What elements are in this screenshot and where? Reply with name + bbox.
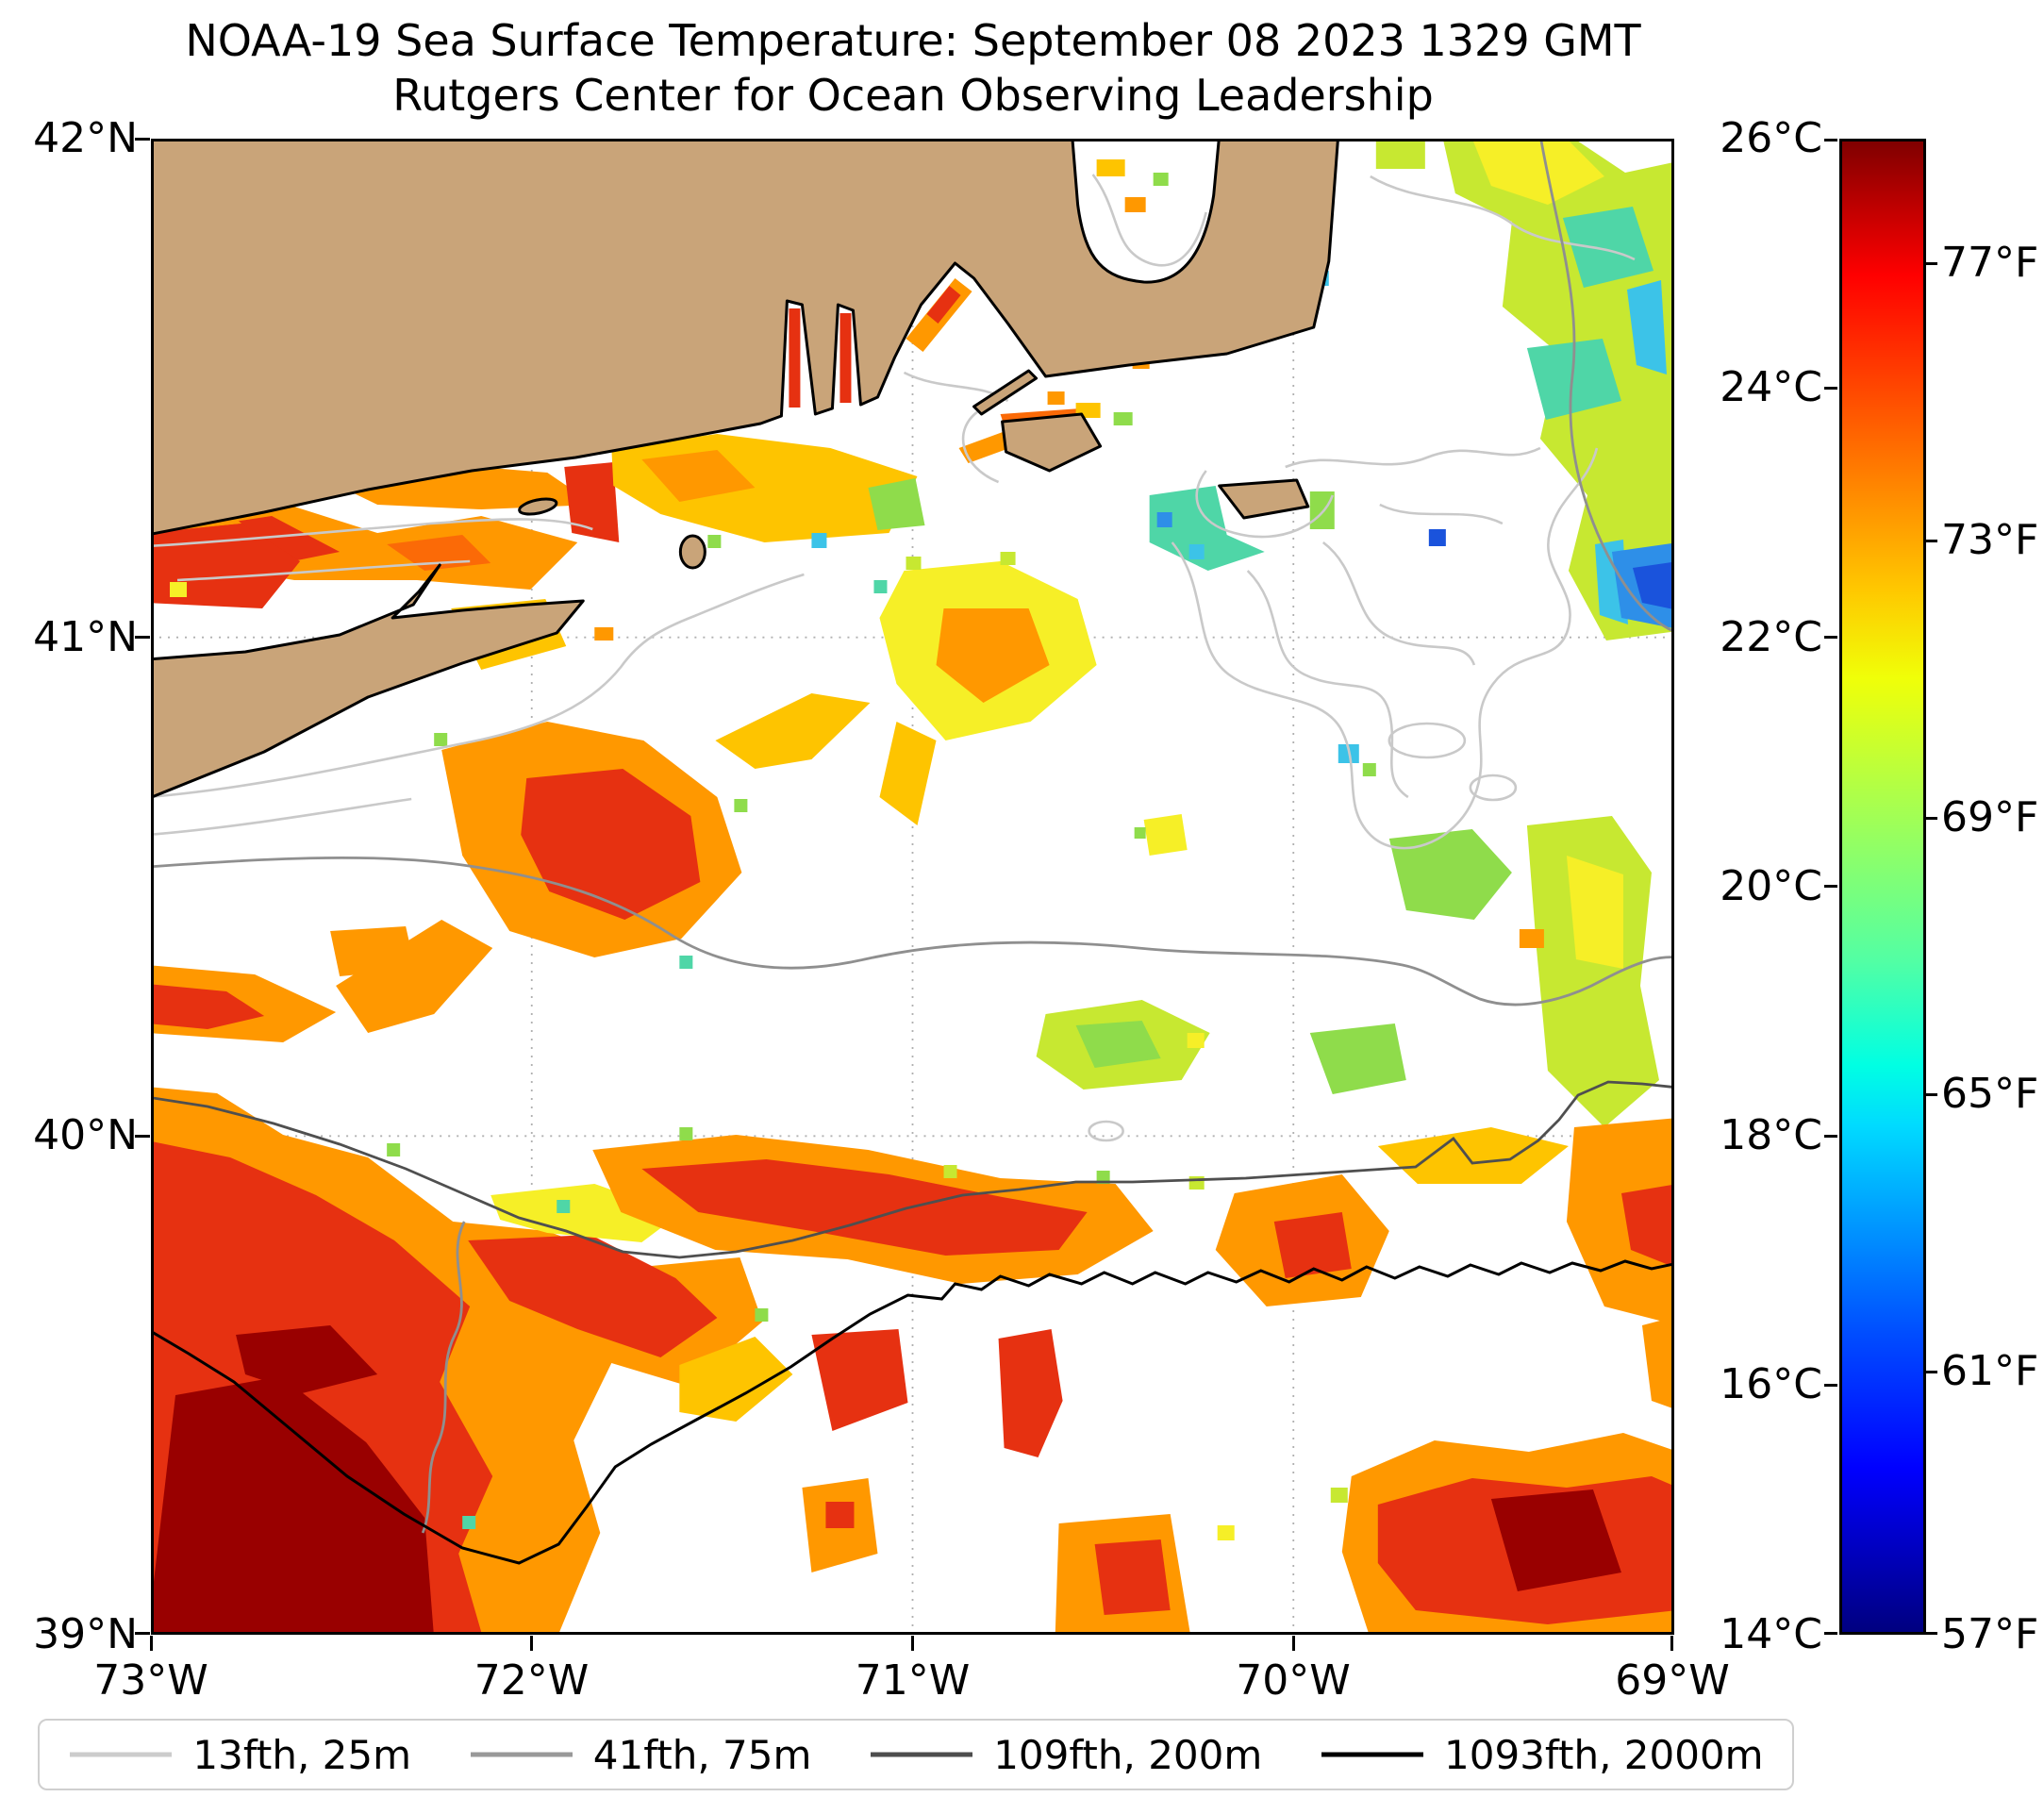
x-tick-mark bbox=[1670, 1636, 1673, 1651]
contour-2000m-line-sample bbox=[1321, 1752, 1424, 1757]
colorbar-tick-c bbox=[1824, 885, 1837, 888]
colorbar-label-celsius: 14°C bbox=[1720, 1610, 1822, 1658]
legend-item-75m: 41fth, 75m bbox=[469, 1731, 812, 1778]
y-tick-label: 39°N bbox=[33, 1610, 138, 1658]
contour-25m-layer bbox=[151, 154, 1636, 1142]
colorbar-label-celsius: 18°C bbox=[1720, 1111, 1822, 1159]
sst-map-svg bbox=[151, 139, 1674, 1635]
colorbar bbox=[1839, 139, 1926, 1635]
colorbar-label-celsius: 20°C bbox=[1720, 862, 1822, 910]
contour-legend: 13fth, 25m 41fth, 75m 109fth, 200m 1093f… bbox=[38, 1719, 1794, 1790]
colorbar-tick-c bbox=[1824, 1384, 1837, 1387]
y-tick-mark bbox=[135, 137, 150, 141]
x-tick-label: 71°W bbox=[855, 1656, 971, 1705]
contour-75m-line-sample bbox=[470, 1752, 573, 1757]
colorbar-tick-f bbox=[1924, 1632, 1937, 1635]
colorbar-label-celsius: 26°C bbox=[1720, 114, 1822, 162]
x-tick-mark bbox=[911, 1636, 914, 1651]
colorbar-label-fahrenheit: 65°F bbox=[1941, 1070, 2039, 1118]
plot-border bbox=[151, 139, 1674, 1635]
contour-200m-line-sample bbox=[871, 1752, 973, 1757]
new-england-mainland bbox=[151, 139, 1339, 536]
x-tick-label: 72°W bbox=[474, 1656, 590, 1705]
legend-label-75m: 41fth, 75m bbox=[592, 1731, 812, 1778]
colorbar-tick-c bbox=[1824, 387, 1837, 390]
contour-25m-line-sample bbox=[70, 1752, 173, 1757]
x-tick-mark bbox=[530, 1636, 533, 1651]
fishers-island bbox=[518, 497, 558, 516]
x-tick-label: 69°W bbox=[1615, 1656, 1730, 1705]
legend-item-25m: 13fth, 25m bbox=[68, 1732, 411, 1778]
colorbar-label-celsius: 24°C bbox=[1720, 363, 1822, 411]
colorbar-tick-f bbox=[1924, 1371, 1937, 1373]
block-island bbox=[678, 534, 706, 570]
colorbar-tick-f bbox=[1924, 817, 1937, 820]
marthas-vineyard-island bbox=[1001, 412, 1103, 473]
y-tick-label: 40°N bbox=[33, 1111, 138, 1159]
map-plot bbox=[151, 139, 1674, 1635]
contour-200m-layer bbox=[151, 1080, 1674, 1259]
elizabeth-islands bbox=[972, 369, 1039, 416]
x-tick-label: 70°W bbox=[1236, 1656, 1351, 1705]
colorbar-tick-c bbox=[1824, 636, 1837, 639]
figure-title-line2: Rutgers Center for Ocean Observing Leade… bbox=[392, 70, 1434, 121]
figure-title-line1: NOAA-19 Sea Surface Temperature: Septemb… bbox=[185, 15, 1641, 66]
y-tick-mark bbox=[135, 1632, 150, 1635]
colorbar-label-celsius: 22°C bbox=[1720, 613, 1822, 661]
legend-label-25m: 13fth, 25m bbox=[192, 1731, 412, 1778]
colorbar-label-fahrenheit: 69°F bbox=[1941, 793, 2039, 841]
y-tick-mark bbox=[135, 636, 150, 639]
colorbar-tick-c bbox=[1824, 1135, 1837, 1138]
legend-label-200m: 109fth, 200m bbox=[993, 1731, 1263, 1778]
colorbar-tick-c bbox=[1824, 1632, 1837, 1635]
colorbar-label-fahrenheit: 61°F bbox=[1941, 1347, 2039, 1395]
colorbar-label-celsius: 16°C bbox=[1720, 1360, 1822, 1408]
y-tick-mark bbox=[135, 1135, 150, 1138]
legend-label-2000m: 1093fth, 2000m bbox=[1444, 1731, 1764, 1778]
x-tick-mark bbox=[1291, 1636, 1295, 1651]
nantucket-island bbox=[1218, 478, 1310, 520]
colorbar-label-fahrenheit: 73°F bbox=[1941, 516, 2039, 564]
legend-item-200m: 109fth, 200m bbox=[869, 1732, 1262, 1778]
legend-item-2000m: 1093fth, 2000m bbox=[1320, 1732, 1764, 1778]
colorbar-tick-f bbox=[1924, 1093, 1937, 1096]
x-tick-label: 73°W bbox=[93, 1656, 208, 1705]
contour-75m-layer bbox=[151, 139, 1674, 1534]
colorbar-tick-f bbox=[1924, 540, 1937, 542]
colorbar-label-fahrenheit: 77°F bbox=[1941, 239, 2039, 287]
colorbar-tick-f bbox=[1924, 262, 1937, 265]
colorbar-tick-c bbox=[1824, 139, 1837, 141]
contour-2000m-layer bbox=[151, 1259, 1674, 1565]
colorbar-label-fahrenheit: 57°F bbox=[1941, 1610, 2039, 1658]
y-tick-label: 41°N bbox=[33, 613, 138, 661]
long-island bbox=[151, 563, 585, 800]
x-tick-mark bbox=[149, 1636, 153, 1651]
land-layer bbox=[151, 139, 1339, 800]
y-tick-label: 42°N bbox=[33, 114, 138, 162]
